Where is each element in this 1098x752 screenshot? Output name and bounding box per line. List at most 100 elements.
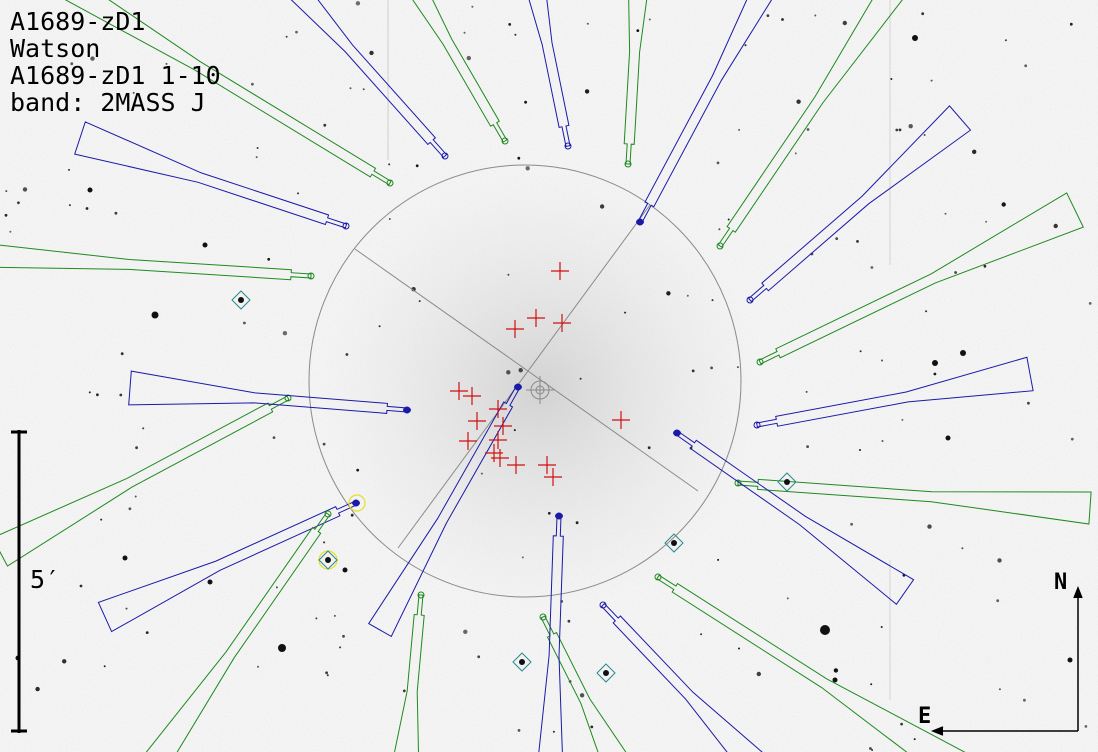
- east-label: E: [918, 704, 932, 729]
- north-label: N: [1054, 570, 1068, 595]
- target-cross: [468, 412, 486, 430]
- star: [96, 393, 99, 397]
- star: [727, 218, 730, 221]
- fiber-tip: [284, 394, 292, 402]
- star: [933, 372, 937, 376]
- star: [517, 729, 521, 732]
- star: [925, 310, 928, 313]
- star: [90, 56, 95, 61]
- star: [921, 12, 925, 16]
- star: [322, 442, 326, 446]
- star: [794, 152, 797, 155]
- star: [349, 87, 352, 90]
- star: [796, 99, 801, 104]
- green-fiber-arm: [758, 192, 1084, 365]
- star: [923, 134, 926, 136]
- star: [5, 190, 8, 193]
- blue-fiber-arm: [747, 105, 972, 303]
- target-cross: [494, 417, 512, 435]
- field-circle: [308, 164, 742, 598]
- star: [471, 5, 474, 8]
- star: [243, 321, 246, 325]
- star: [895, 128, 899, 132]
- reference-diamond: [596, 663, 616, 683]
- fiber-head: [352, 500, 360, 506]
- star: [648, 18, 651, 21]
- green-fiber-arm: [623, 0, 648, 165]
- star: [61, 659, 67, 664]
- fiber-tip: [599, 601, 607, 609]
- compass: [930, 585, 1083, 736]
- star: [859, 350, 862, 353]
- star: [998, 688, 1001, 691]
- star: [880, 626, 883, 628]
- star: [900, 722, 903, 726]
- blue-fiber-arm: [637, 0, 773, 224]
- fiber-head: [403, 407, 411, 413]
- blue-fiber-arm: [97, 500, 358, 633]
- target-cross: [551, 262, 569, 280]
- star: [547, 511, 551, 515]
- star: [323, 541, 326, 544]
- star: [691, 369, 695, 373]
- star: [901, 418, 904, 421]
- bright-star: [932, 360, 938, 366]
- star: [282, 331, 288, 336]
- star: [345, 353, 349, 356]
- star: [908, 124, 913, 129]
- star: [507, 273, 510, 276]
- star: [997, 558, 1002, 563]
- target-cross: [463, 387, 481, 405]
- star: [590, 725, 594, 729]
- bright-star: [1067, 657, 1073, 663]
- target-cross: [612, 411, 630, 429]
- bright-star: [122, 555, 128, 561]
- star: [9, 230, 12, 233]
- star: [356, 468, 360, 472]
- star: [636, 29, 640, 32]
- star: [132, 91, 135, 94]
- target-cross: [538, 456, 556, 474]
- bright-star: [820, 625, 830, 635]
- star: [579, 693, 585, 698]
- star: [711, 299, 714, 302]
- star: [890, 78, 893, 80]
- star: [927, 524, 932, 529]
- scale-bar-label: 5′: [30, 565, 61, 594]
- star: [856, 240, 859, 243]
- reference-stars: [231, 290, 797, 683]
- fiber-tip: [734, 479, 742, 487]
- blue-fiber-arm: [756, 356, 1034, 428]
- blue-fiber-arm: [367, 385, 521, 638]
- star: [125, 607, 128, 610]
- star: [518, 368, 523, 373]
- target-cross: [489, 400, 507, 418]
- star: [355, 1, 361, 6]
- star: [686, 294, 689, 297]
- star: [624, 311, 627, 314]
- science-targets: [450, 262, 630, 486]
- blue-fiber-arm: [600, 602, 763, 752]
- star: [1070, 437, 1074, 441]
- green-fiber-arm: [0, 395, 290, 567]
- reference-diamond: [777, 472, 797, 492]
- star: [781, 18, 784, 21]
- star: [251, 82, 254, 86]
- star: [738, 128, 741, 131]
- fiber-tip: [342, 222, 350, 230]
- blue-fiber-arm: [528, 0, 571, 147]
- reference-diamond: [231, 290, 251, 310]
- star: [954, 271, 957, 274]
- star: [480, 472, 483, 475]
- target-cross: [489, 431, 507, 449]
- star: [323, 123, 327, 127]
- green-fiber-arm: [656, 574, 966, 752]
- blue-fiber-arm: [128, 370, 408, 414]
- star: [35, 686, 40, 692]
- star: [315, 617, 318, 620]
- bright-star: [832, 677, 838, 683]
- fiber-tip: [753, 421, 761, 429]
- green-fiber-arm: [0, 244, 312, 281]
- reference-diamond: [512, 652, 532, 672]
- fiber-tip: [756, 358, 764, 366]
